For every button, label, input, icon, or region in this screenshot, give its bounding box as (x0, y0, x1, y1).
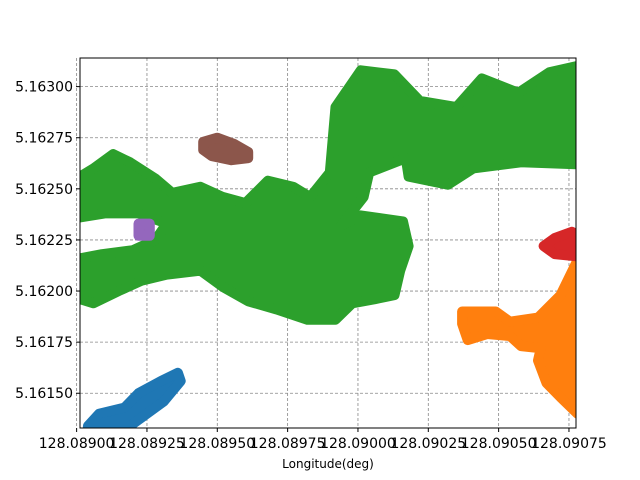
y-tick-label: 5.16300 (15, 80, 73, 96)
y-tick-label: 5.16250 (15, 182, 73, 198)
y-tick-label: 5.16175 (15, 335, 73, 351)
scatter-region (133, 218, 155, 241)
x-tick-label: 128.08975 (250, 436, 326, 452)
y-tick-label: 5.16275 (15, 131, 73, 147)
series-1 (82, 367, 186, 428)
scatter-region (80, 61, 576, 325)
scatter-region (538, 226, 576, 262)
x-tick-label: 128.08925 (109, 436, 185, 452)
y-tick-label: 5.16150 (15, 386, 73, 402)
x-tick-label: 128.09000 (320, 436, 396, 452)
scatter-region (198, 132, 254, 166)
scatter-region (457, 255, 576, 419)
series-2 (457, 255, 576, 419)
x-tick-label: 128.09050 (461, 436, 537, 452)
y-tick-label: 5.16200 (15, 284, 73, 300)
plot-frame (79, 57, 577, 429)
x-tick-label: 128.09075 (531, 436, 607, 452)
series-6 (198, 132, 254, 166)
series-group (80, 61, 576, 428)
x-axis: 128.08900128.08925128.08950128.08975128.… (39, 428, 607, 452)
x-axis-label: Longitude(deg) (282, 457, 374, 471)
series-4 (538, 226, 576, 262)
series-5 (133, 218, 155, 241)
x-tick-label: 128.09025 (390, 436, 466, 452)
x-tick-label: 128.08950 (179, 436, 255, 452)
x-tick-label: 128.08900 (39, 436, 115, 452)
y-axis: 5.16150 5.16175 5.16200 5.16225 5.16250 5.162… (15, 80, 80, 402)
y-tick-label: 5.16225 (15, 233, 73, 249)
series-3 (80, 61, 576, 325)
scatter-region (82, 367, 186, 428)
